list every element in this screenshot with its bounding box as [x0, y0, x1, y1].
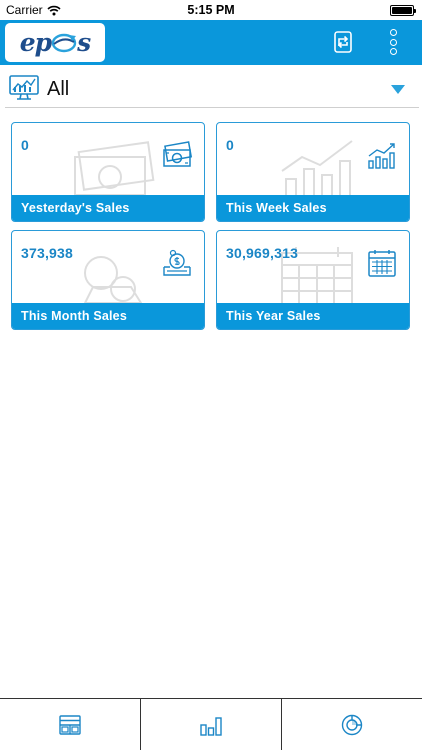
- card-footer: Yesterday's Sales: [12, 195, 204, 221]
- battery-icon: [390, 5, 416, 16]
- cash-icon: [163, 141, 192, 167]
- card-value: 0: [21, 137, 29, 153]
- carrier-label: Carrier: [6, 3, 43, 17]
- card-footer: This Month Sales: [12, 303, 204, 329]
- card-value: 30,969,313: [226, 245, 299, 261]
- wifi-icon: [47, 5, 61, 15]
- money-bag-icon: [163, 249, 191, 276]
- more-vertical-icon[interactable]: [384, 27, 402, 57]
- card-value: 0: [226, 137, 234, 153]
- card-title: Yesterday's Sales: [21, 201, 130, 215]
- cash-watermark-icon: [74, 141, 155, 196]
- logo-text-start: ep: [19, 28, 52, 57]
- bottom-tab-bar: [0, 698, 422, 750]
- tab-dashboard[interactable]: [0, 699, 140, 750]
- logo-text-end: s: [77, 28, 91, 57]
- status-bar: Carrier 5:15 PM: [0, 0, 422, 20]
- money-bag-watermark-icon: [83, 256, 143, 304]
- nav-bar: ep s: [0, 20, 422, 65]
- pie-chart-icon: [341, 714, 363, 735]
- bar-chart-icon: [200, 716, 222, 736]
- epos-logo: ep s: [5, 23, 105, 62]
- more-dot: [389, 48, 397, 55]
- card-footer: This Year Sales: [217, 303, 409, 329]
- bar-chart-watermark-icon: [281, 140, 353, 197]
- dashboard-icon: [59, 714, 81, 735]
- week-sales-card[interactable]: 0 This Week Sales: [216, 122, 410, 222]
- tab-reports[interactable]: [140, 699, 281, 750]
- more-dot: [389, 29, 397, 36]
- dropdown-arrow-icon[interactable]: [391, 85, 405, 94]
- card-title: This Week Sales: [226, 201, 327, 215]
- calendar-icon: [368, 250, 396, 277]
- tab-analytics[interactable]: [281, 699, 422, 750]
- bar-chart-trend-icon: [368, 143, 395, 169]
- more-dot: [389, 38, 397, 46]
- card-value: 373,938: [21, 245, 74, 261]
- logo-globe-icon: [51, 33, 77, 52]
- sync-icon[interactable]: [330, 29, 356, 55]
- monitor-chart-icon: [9, 75, 39, 100]
- year-sales-card[interactable]: 30,969,313 This Year Sales: [216, 230, 410, 330]
- store-selector[interactable]: All: [5, 70, 419, 108]
- card-footer: This Week Sales: [217, 195, 409, 221]
- carrier-indicator: Carrier: [6, 3, 61, 17]
- month-sales-card[interactable]: 373,938 This Month Sales: [11, 230, 205, 330]
- calendar-watermark-icon: [281, 247, 353, 305]
- card-title: This Year Sales: [226, 309, 321, 323]
- yesterday-sales-card[interactable]: 0 Yesterday's Sales: [11, 122, 205, 222]
- status-time: 5:15 PM: [187, 3, 235, 17]
- card-title: This Month Sales: [21, 309, 127, 323]
- selector-label: All: [47, 78, 70, 100]
